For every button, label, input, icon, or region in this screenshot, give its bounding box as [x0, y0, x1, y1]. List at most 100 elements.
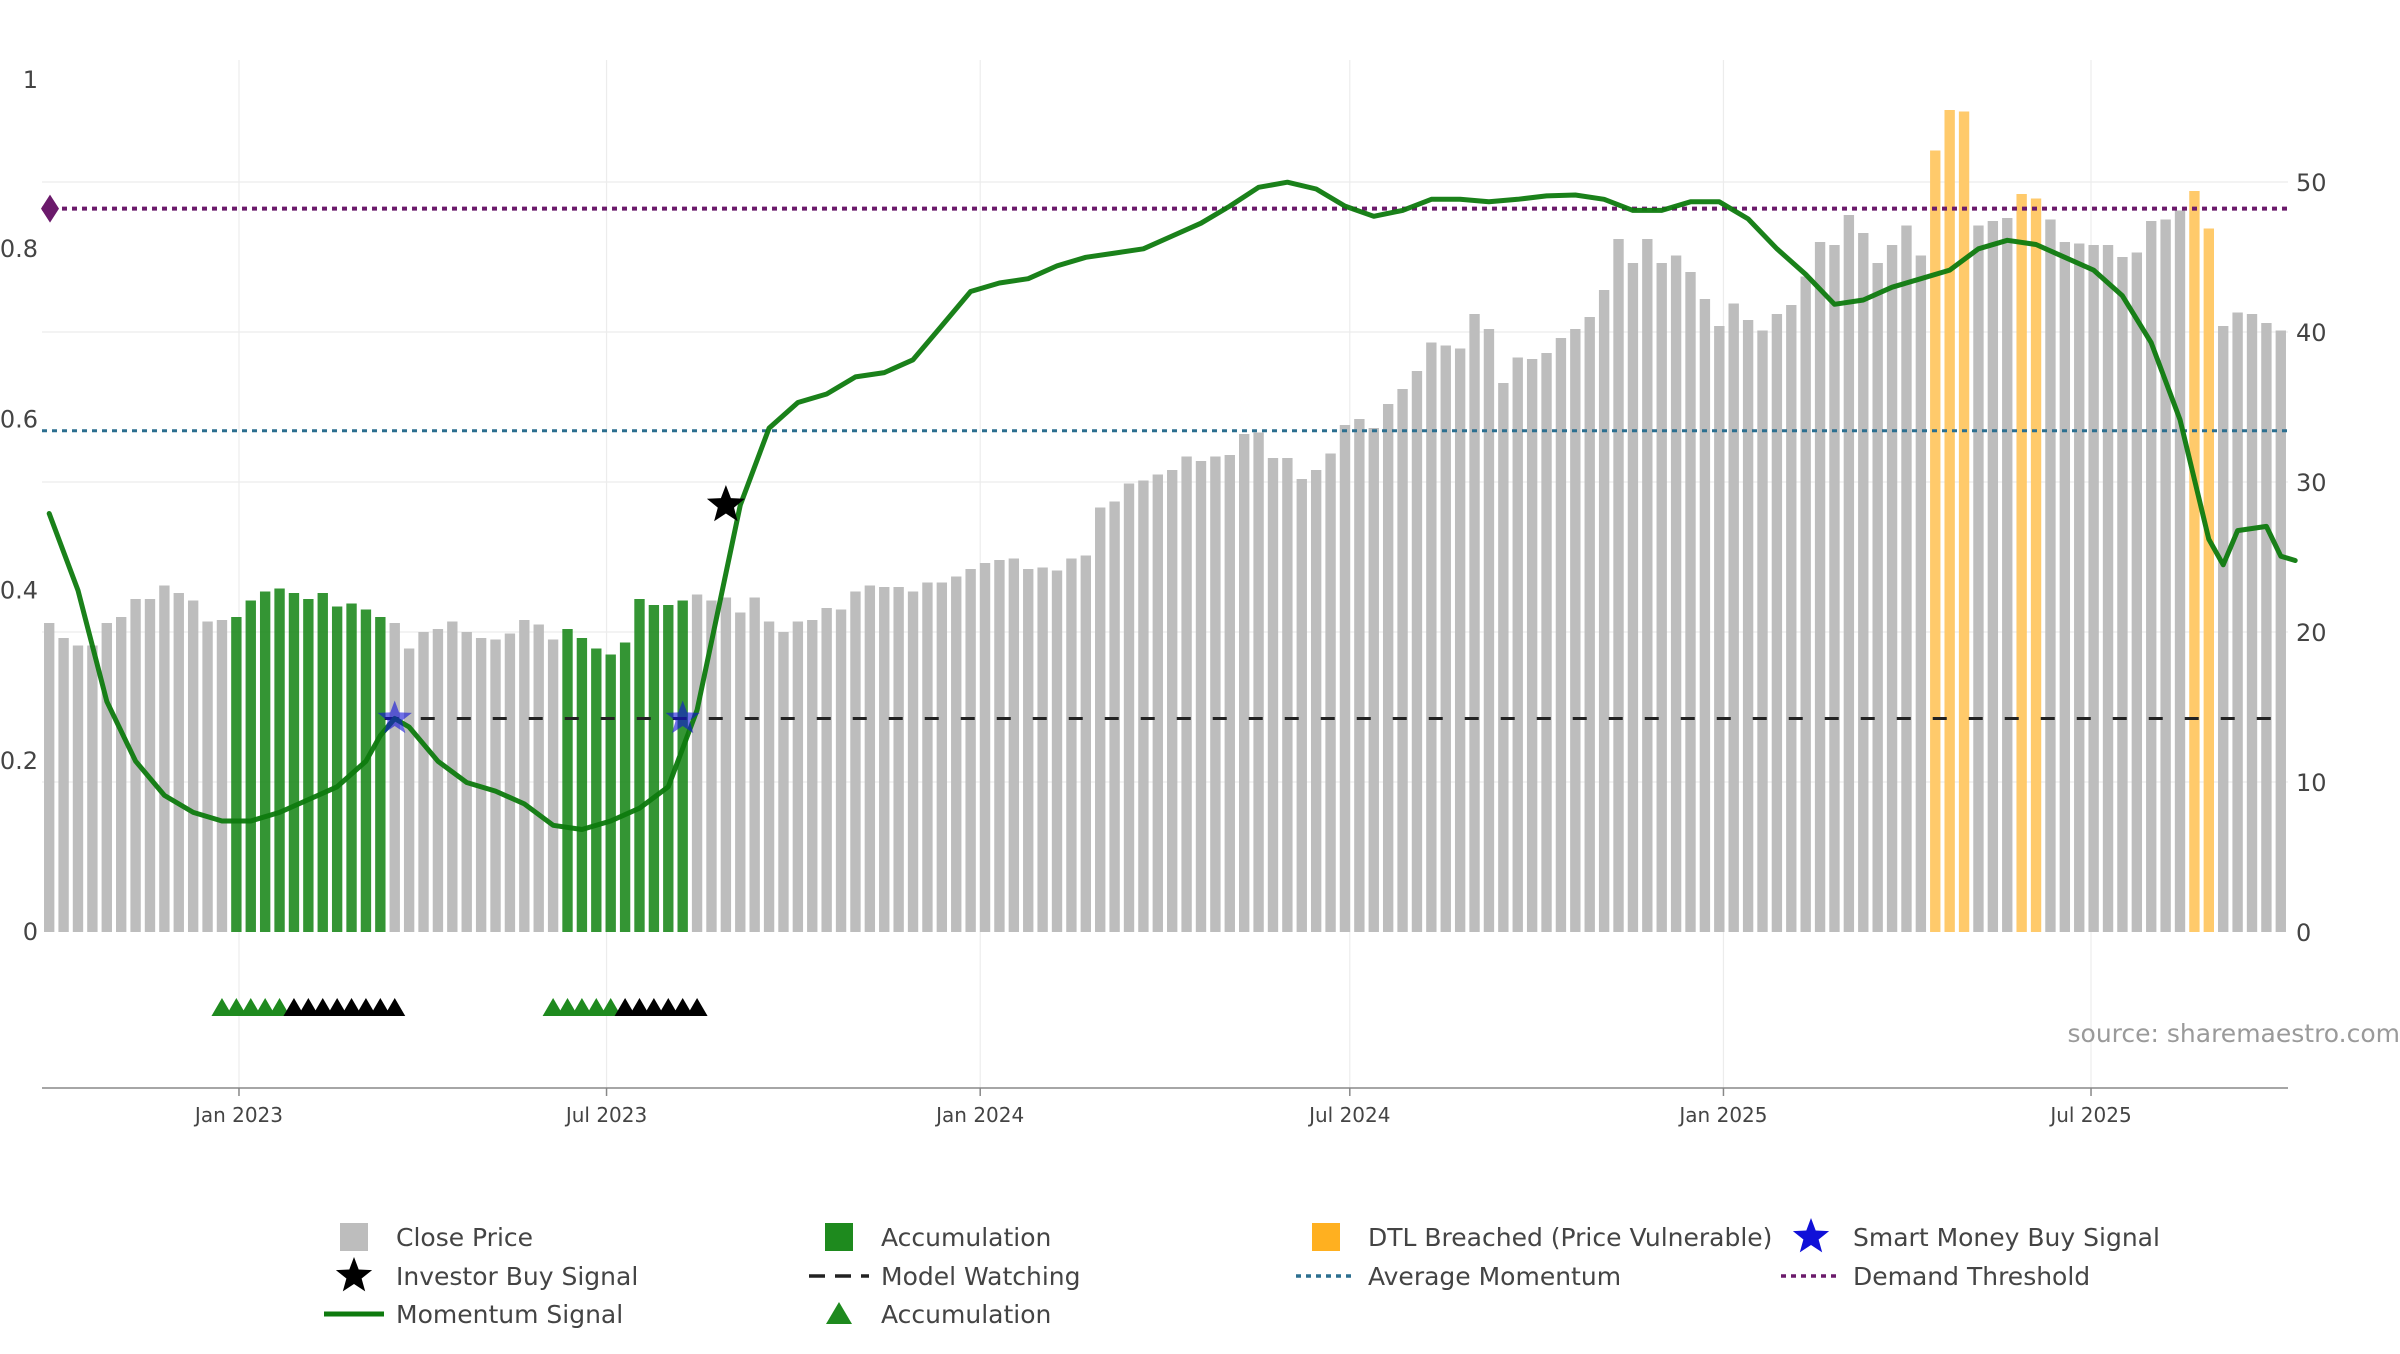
close-price-bar: [1901, 226, 1911, 933]
close-price-bar: [1441, 346, 1451, 933]
close-price-bar: [1138, 481, 1148, 933]
close-price-bar: [2060, 242, 2070, 932]
close-price-bar: [1023, 569, 1033, 932]
legend-item: Demand Threshold: [1781, 1262, 2090, 1291]
close-price-bar: [1297, 479, 1307, 932]
close-price-bar: [1541, 353, 1551, 932]
legend-label: Demand Threshold: [1853, 1262, 2090, 1291]
close-price-bar: [1527, 359, 1537, 932]
close-price-bar: [2218, 326, 2228, 932]
close-price-bar: [937, 583, 947, 933]
accumulation-bar: [260, 592, 270, 933]
close-price-bar: [1743, 320, 1753, 932]
x-tick-label: Jan 2023: [193, 1103, 283, 1127]
close-price-bar: [1786, 305, 1796, 932]
legend-item: Model Watching: [809, 1262, 1081, 1291]
close-price-bar: [893, 587, 903, 932]
close-price-bar: [980, 563, 990, 932]
x-tick-label: Jul 2025: [2048, 1103, 2131, 1127]
close-price-bar: [2002, 218, 2012, 932]
close-price-bar: [2103, 245, 2113, 932]
close-price-bar: [1412, 371, 1422, 932]
accumulation-bar: [591, 649, 601, 933]
close-price-bar: [2232, 313, 2242, 933]
right-tick-label: 0: [2296, 919, 2311, 947]
close-price-bar: [1469, 314, 1479, 932]
close-price-bar: [1167, 470, 1177, 932]
close-price-bar: [1354, 419, 1364, 932]
close-price-bar: [1642, 239, 1652, 932]
close-price-bar: [58, 638, 68, 932]
close-price-bar: [1397, 389, 1407, 932]
dtl-breached-bar: [1944, 110, 1954, 932]
dtl-breached-bar: [2189, 191, 2199, 932]
close-price-bar: [1801, 277, 1811, 933]
legend-label: DTL Breached (Price Vulnerable): [1368, 1223, 1772, 1252]
close-price-bar: [1066, 559, 1076, 933]
close-price-bar: [1383, 404, 1393, 932]
left-tick-label: 0.4: [0, 576, 38, 604]
bar-series: [44, 110, 2286, 932]
legend-swatch: [826, 1302, 852, 1324]
dtl-breached-bar: [2016, 194, 2026, 932]
close-price-bar: [1671, 256, 1681, 933]
source-label: source: sharemaestro.com: [2068, 1019, 2400, 1048]
accumulation-bar: [606, 655, 616, 933]
legend-swatch: [1793, 1218, 1829, 1252]
close-price-bar: [749, 598, 759, 933]
accumulation-bar: [361, 610, 371, 933]
close-price-bar: [217, 620, 227, 932]
right-tick-label: 10: [2296, 769, 2327, 797]
right-tick-label: 40: [2296, 319, 2327, 347]
close-price-bar: [1124, 484, 1134, 933]
close-price-bar: [1829, 245, 1839, 932]
legend-label: Close Price: [396, 1223, 533, 1252]
close-price-bar: [73, 646, 83, 933]
close-price-bar: [2117, 257, 2127, 932]
close-price-bar: [807, 620, 817, 932]
close-price-bar: [922, 583, 932, 933]
close-price-bar: [793, 622, 803, 933]
close-price-bar: [965, 569, 975, 932]
x-tick-label: Jan 2025: [1677, 1103, 1767, 1127]
legend: Close Price Accumulation DTL Breached (Pri…: [324, 1218, 2160, 1329]
close-price-bar: [87, 646, 97, 933]
legend-item: Average Momentum: [1296, 1262, 1621, 1291]
close-price-bar: [1772, 314, 1782, 932]
x-tick-label: Jul 2024: [1307, 1103, 1390, 1127]
close-price-bar: [1513, 358, 1523, 933]
close-price-bar: [1858, 233, 1868, 932]
legend-label: Model Watching: [881, 1262, 1081, 1291]
close-price-bar: [534, 625, 544, 933]
close-price-bar: [1872, 263, 1882, 932]
legend-item: Accumulation: [826, 1300, 1051, 1329]
close-price-bar: [433, 629, 443, 932]
close-price-bar: [2045, 220, 2055, 933]
close-price-bar: [548, 640, 558, 933]
close-price-bar: [174, 593, 184, 932]
close-price-bar: [1210, 457, 1220, 933]
close-price-bar: [1585, 317, 1595, 932]
legend-swatch: [340, 1223, 368, 1251]
accumulation-bar: [318, 593, 328, 932]
close-price-bar: [188, 601, 198, 933]
close-price-bar: [404, 649, 414, 933]
close-price-bar: [1268, 458, 1278, 932]
accumulation-bar: [246, 601, 256, 933]
legend-item: DTL Breached (Price Vulnerable): [1312, 1223, 1772, 1252]
close-price-bar: [821, 608, 831, 932]
close-price-bar: [1340, 425, 1350, 932]
dtl-breached-bar: [1930, 151, 1940, 933]
close-price-bar: [2276, 331, 2286, 933]
accumulation-bar: [663, 605, 673, 932]
close-price-bar: [1311, 470, 1321, 932]
legend-swatch: [336, 1257, 372, 1291]
close-price-bar: [2146, 221, 2156, 932]
close-price-bar: [490, 640, 500, 933]
legend-item: Smart Money Buy Signal: [1793, 1218, 2160, 1252]
accumulation-bar: [649, 605, 659, 932]
close-price-bar: [879, 587, 889, 932]
accumulation-bar: [289, 593, 299, 932]
dtl-breached-bar: [2204, 229, 2214, 933]
close-price-bar: [1009, 559, 1019, 933]
